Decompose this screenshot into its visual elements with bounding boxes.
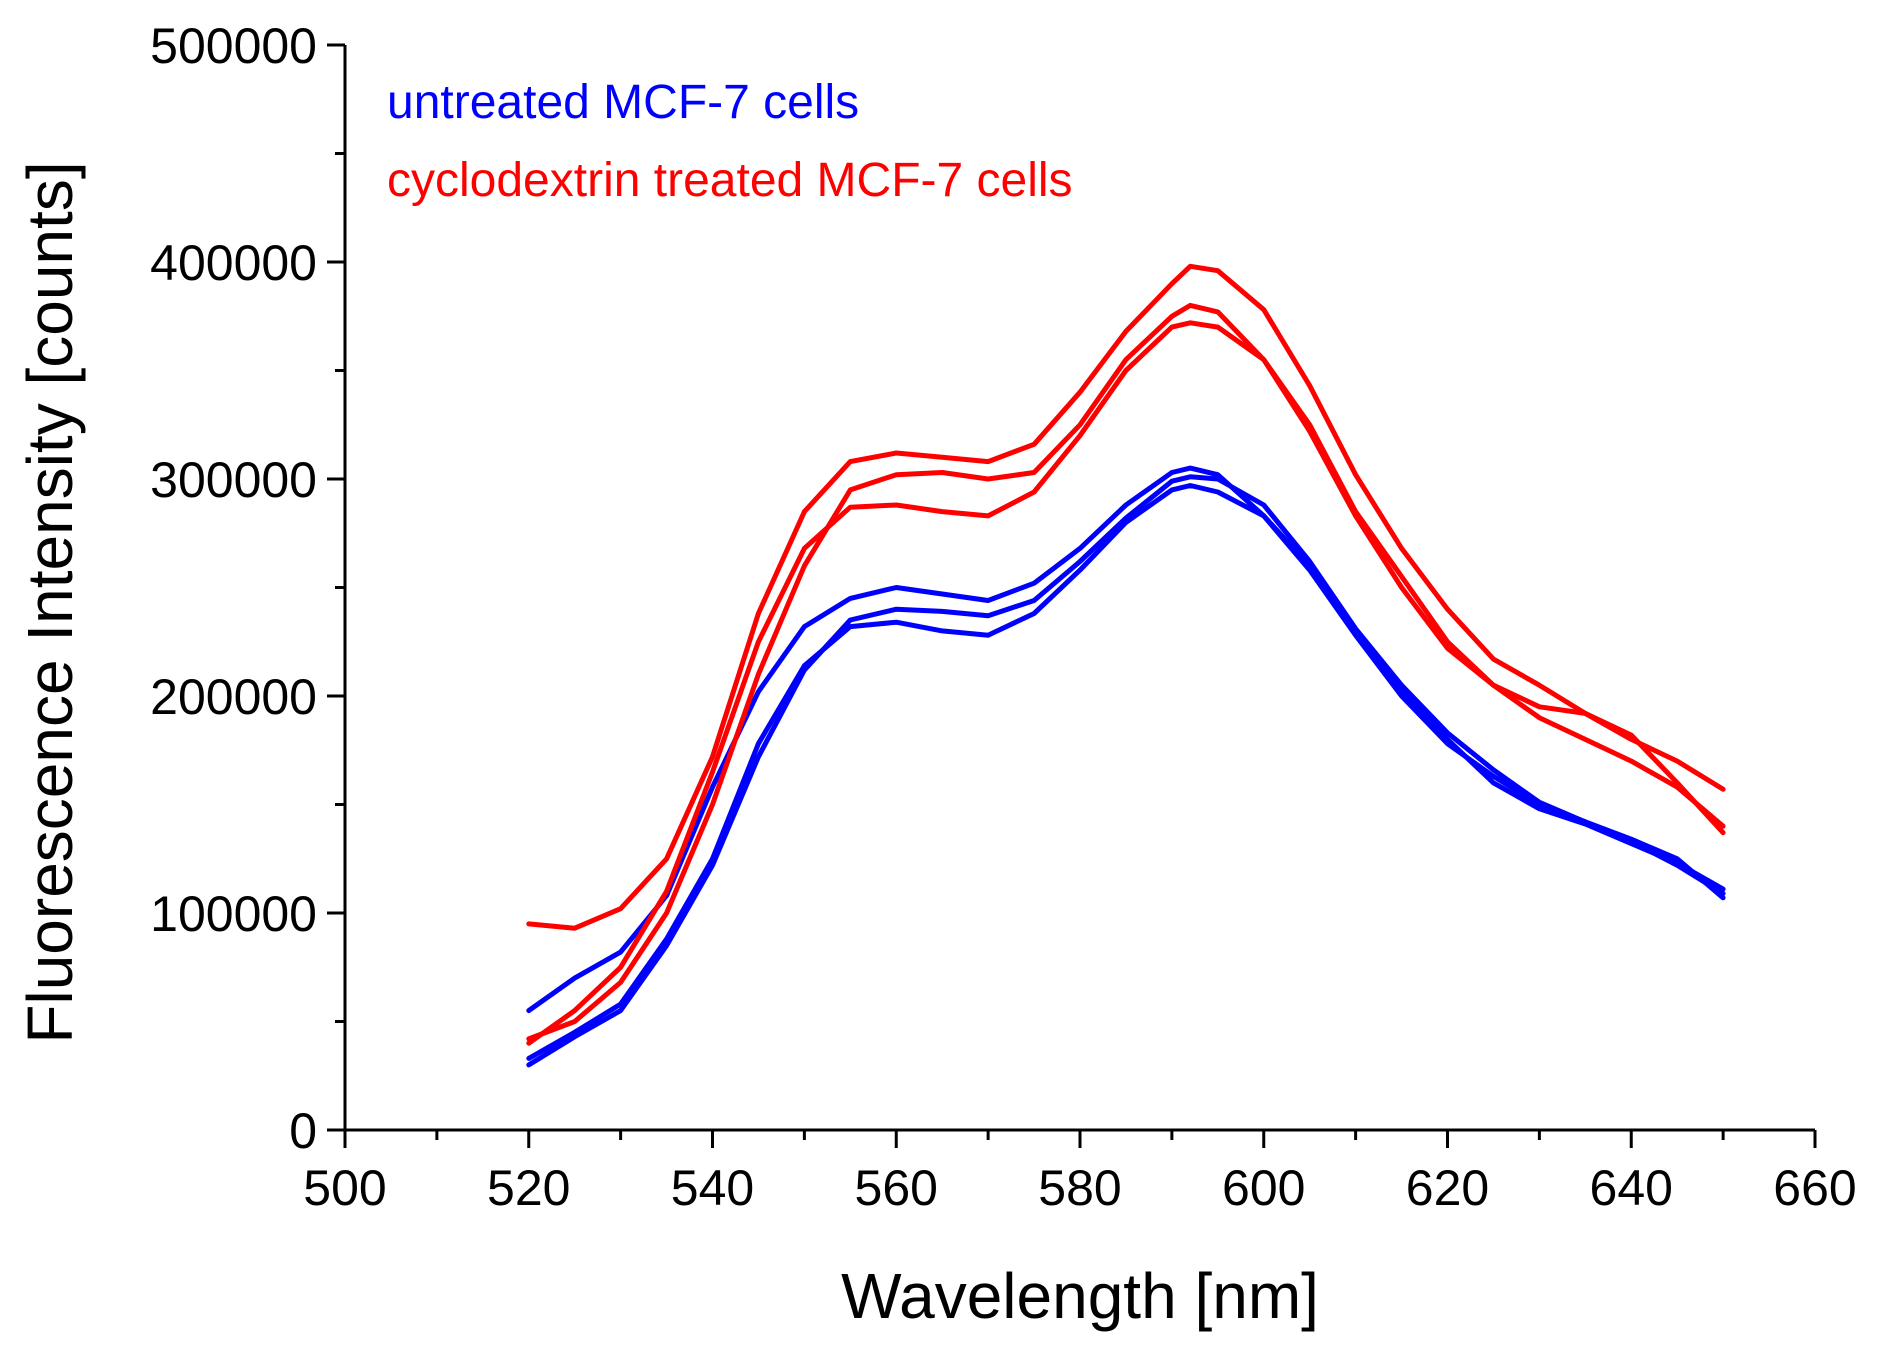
x-axis-title: Wavelength [nm] [841, 1260, 1319, 1332]
series-line-6 [526, 302, 1726, 1042]
series-line-3 [526, 474, 1726, 1068]
legend: untreated MCF-7 cells cyclodextrin treat… [387, 76, 1073, 207]
x-tick-label: 660 [1773, 1160, 1856, 1216]
x-tick-label: 580 [1038, 1160, 1121, 1216]
x-tick-label: 560 [855, 1160, 938, 1216]
y-tick-label: 400000 [150, 235, 317, 291]
legend-entry-untreated: untreated MCF-7 cells [387, 76, 859, 129]
y-ticks: 0 100000 200000 300000 400000 500000 [150, 18, 345, 1159]
y-tick-label: 0 [289, 1103, 317, 1159]
series-line-1 [526, 465, 1726, 1014]
x-tick-label: 540 [671, 1160, 754, 1216]
x-ticks: 500 520 540 560 580 600 620 640 660 [303, 1130, 1857, 1216]
y-tick-label: 100000 [150, 886, 317, 942]
y-tick-label: 300000 [150, 452, 317, 508]
series-line-2 [526, 483, 1726, 1061]
series-line-5 [526, 320, 1726, 1046]
plot-lines [526, 263, 1726, 1068]
series-line-4 [526, 263, 1726, 931]
legend-entry-cyclodextrin-treated: cyclodextrin treated MCF-7 cells [387, 154, 1073, 207]
axes: 500 520 540 560 580 600 620 640 660 0 100000 20000… [150, 18, 1857, 1216]
x-tick-label: 500 [303, 1160, 386, 1216]
x-tick-label: 520 [487, 1160, 570, 1216]
y-axis-title: Fluorescence Intensity [counts] [14, 161, 86, 1043]
y-tick-label: 200000 [150, 669, 317, 725]
x-tick-label: 640 [1590, 1160, 1673, 1216]
x-tick-label: 600 [1222, 1160, 1305, 1216]
x-tick-label: 620 [1406, 1160, 1489, 1216]
y-tick-label: 500000 [150, 18, 317, 74]
